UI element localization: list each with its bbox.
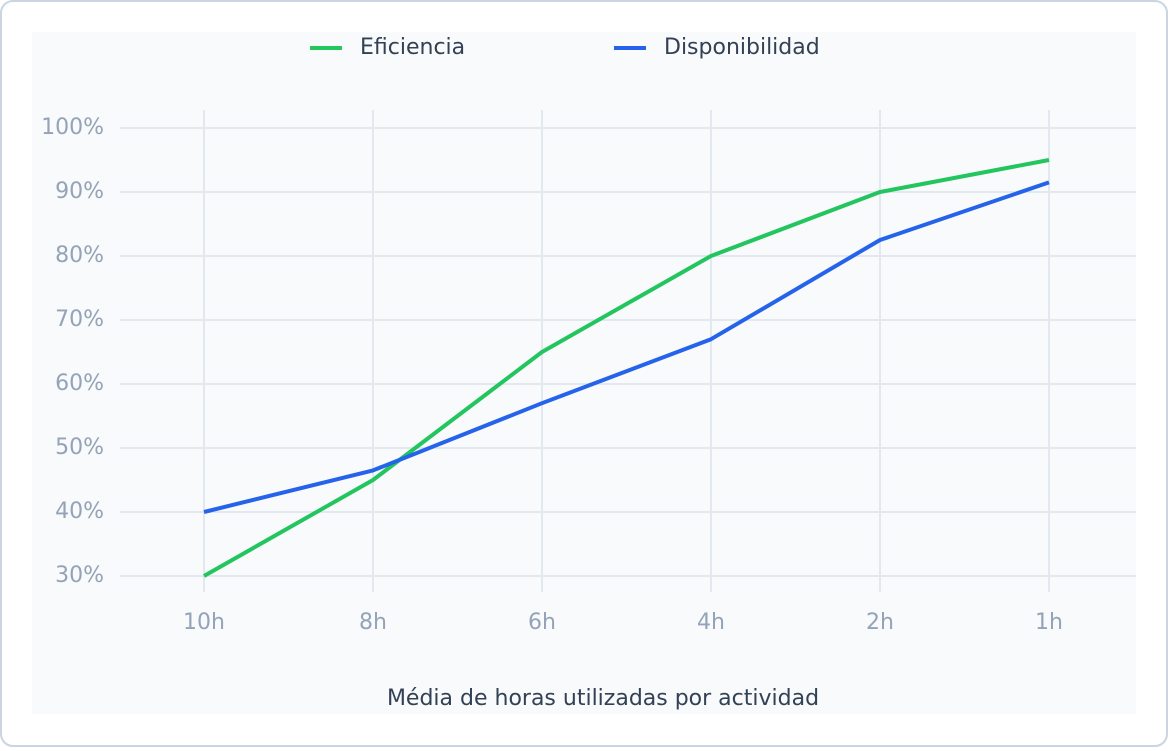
x-axis-title: Média de horas utilizadas por actividad	[387, 686, 819, 711]
y-tick-label: 50%	[55, 435, 104, 460]
line	[203, 158, 1050, 578]
legend-label: Eficiencia	[360, 35, 465, 60]
y-tick-label: 90%	[55, 179, 104, 204]
y-tick-label: 60%	[55, 371, 104, 396]
x-tick-label: 1h	[1035, 610, 1063, 635]
legend-label: Disponibilidad	[664, 35, 820, 60]
y-tick-label: 100%	[41, 115, 104, 140]
y-tick-label: 70%	[55, 307, 104, 332]
plot-panel	[32, 32, 1136, 714]
x-tick-label: 8h	[359, 610, 387, 635]
x-tick-label: 4h	[697, 610, 725, 635]
line	[203, 180, 1050, 514]
x-tick-label: 10h	[183, 610, 225, 635]
x-tick-label: 6h	[528, 610, 556, 635]
y-tick-label: 80%	[55, 243, 104, 268]
y-tick-label: 30%	[55, 563, 104, 588]
y-tick-label: 40%	[55, 499, 104, 524]
x-tick-label: 2h	[866, 610, 894, 635]
